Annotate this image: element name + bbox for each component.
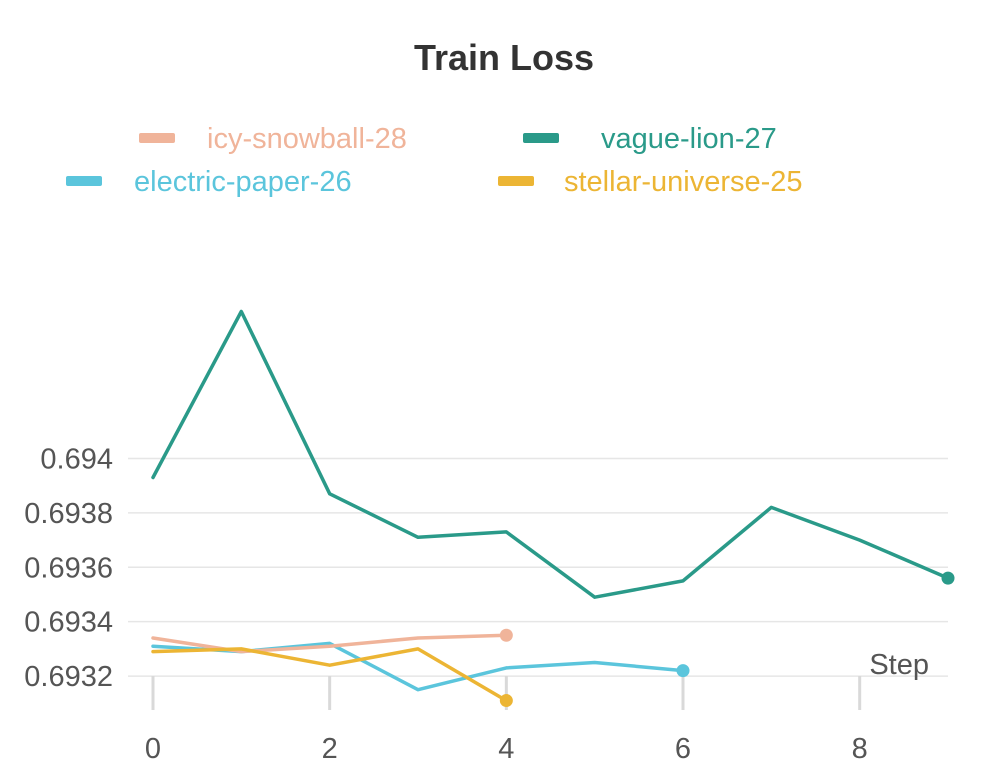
legend-item[interactable]: electric-paper-26 [66, 166, 352, 198]
y-tick-label: 0.694 [40, 443, 113, 475]
series-end-point-electric-paper-26 [676, 664, 690, 678]
x-tick-label: 2 [322, 733, 338, 765]
y-tick-label: 0.6936 [24, 552, 113, 584]
legend: icy-snowball-28 vague-lion-27 electric-pap… [66, 123, 803, 198]
x-tick-label: 4 [498, 733, 514, 765]
legend-swatch [498, 176, 534, 186]
legend-label: vague-lion-27 [601, 123, 777, 155]
series-layer [151, 309, 955, 708]
legend-item[interactable]: stellar-universe-25 [498, 166, 803, 198]
series-line-stellar-universe-25 [151, 647, 509, 703]
y-gridlines [128, 457, 948, 677]
x-tick-label: 0 [145, 733, 161, 765]
legend-label: electric-paper-26 [134, 166, 352, 198]
y-tick-label: 0.6934 [24, 607, 113, 639]
legend-swatch [139, 133, 175, 143]
x-axis: 0 2 4 6 8 [145, 676, 868, 765]
legend-label: stellar-universe-25 [564, 166, 803, 198]
x-tick-label: 8 [852, 733, 868, 765]
y-tick-label: 0.6932 [24, 661, 113, 693]
y-axis: 0.6932 0.6934 0.6936 0.6938 0.694 [24, 443, 113, 693]
legend-swatch [523, 133, 559, 143]
series-end-point-icy-snowball-28 [499, 628, 513, 642]
x-axis-label: Step [869, 649, 929, 681]
series-line-icy-snowball-28 [151, 633, 509, 654]
legend-item[interactable]: vague-lion-27 [523, 123, 777, 155]
series-end-point-stellar-universe-25 [499, 694, 513, 708]
legend-swatch [66, 176, 102, 186]
series-line-vague-lion-27 [151, 309, 950, 599]
series-end-point-vague-lion-27 [941, 571, 955, 585]
chart-title: Train Loss [414, 37, 594, 78]
legend-item[interactable]: icy-snowball-28 [139, 123, 407, 155]
legend-label: icy-snowball-28 [207, 123, 407, 155]
x-tick-label: 6 [675, 733, 691, 765]
y-tick-label: 0.6938 [24, 498, 113, 530]
